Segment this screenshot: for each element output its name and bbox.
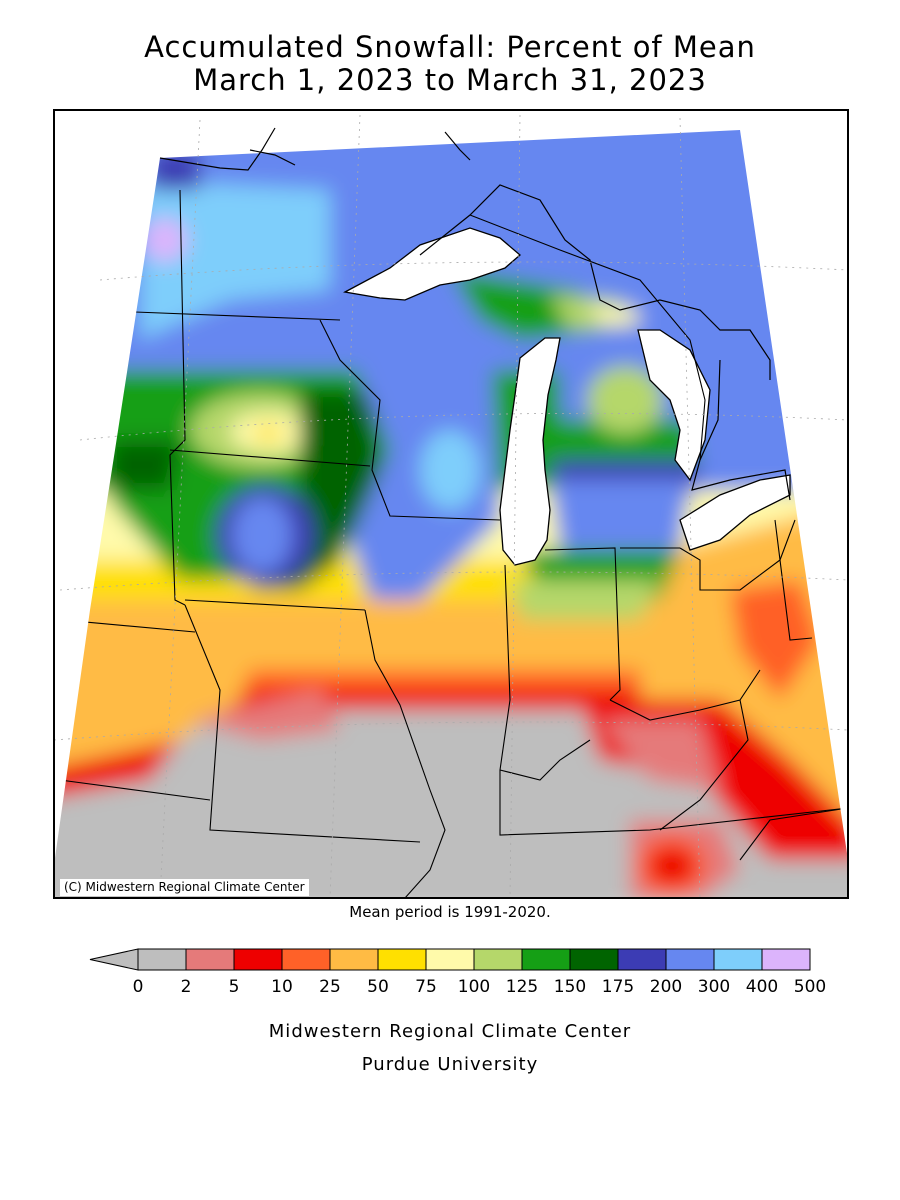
legend-tick-label: 25 [319, 977, 341, 997]
legend-tick-label: 150 [554, 977, 586, 997]
legend-swatch [329, 948, 379, 971]
legend-tick-label: 200 [650, 977, 682, 997]
map-title-line1: Accumulated Snowfall: Percent of Mean [144, 30, 756, 64]
legend-tick-label: 125 [506, 977, 538, 997]
lake-erie [679, 474, 791, 551]
legend-tick-label: 175 [602, 977, 634, 997]
canada-coastline [159, 127, 791, 501]
legend-tick-label: 500 [794, 977, 826, 997]
legend-tick-label: 300 [698, 977, 730, 997]
graticule [54, 114, 848, 898]
legend-swatch [473, 948, 523, 971]
legend-below-arrow [89, 948, 139, 971]
map-title-line2: March 1, 2023 to March 31, 2023 [193, 63, 707, 97]
legend-swatch [137, 948, 187, 971]
legend-swatch [233, 948, 283, 971]
legend-tick-label: 400 [746, 977, 778, 997]
legend-swatch [761, 948, 811, 971]
map-border [53, 109, 849, 899]
copyright-label: (C) Midwestern Regional Climate Center [60, 879, 309, 896]
legend-tick-label: 75 [415, 977, 437, 997]
footer-org: Midwestern Regional Climate Center [268, 1021, 632, 1042]
legend-swatch [665, 948, 715, 971]
legend-tick-label: 100 [458, 977, 490, 997]
footer-university: Purdue University [361, 1054, 539, 1075]
legend-swatch [377, 948, 427, 971]
legend-swatch [281, 948, 331, 971]
legend-tick-label: 5 [229, 977, 240, 997]
state-borders [59, 189, 848, 898]
legend-tick-label: 50 [367, 977, 389, 997]
legend-swatch [713, 948, 763, 971]
legend-swatch [521, 948, 571, 971]
legend-tick-label: 2 [181, 977, 192, 997]
legend-swatch [569, 948, 619, 971]
legend-swatch [617, 948, 667, 971]
legend-tick-label: 0 [133, 977, 144, 997]
legend-swatch [425, 948, 475, 971]
lake-huron [637, 329, 711, 482]
legend-colorbar: 0 2 5 10 25 50 75 100 125 150 175 200 300 400 500 [89, 948, 826, 997]
legend-tick-label: 10 [271, 977, 293, 997]
mean-period-note: Mean period is 1991-2020. [349, 903, 551, 921]
legend-swatch [185, 948, 235, 971]
lake-superior [343, 227, 521, 301]
